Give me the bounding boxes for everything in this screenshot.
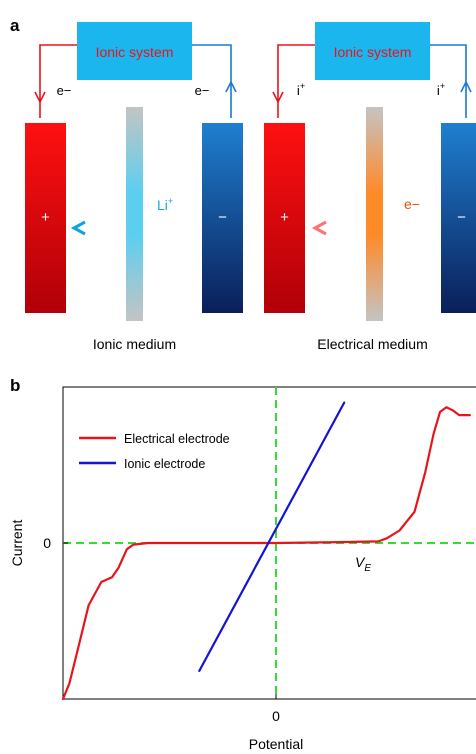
electrical-medium-bar <box>366 107 383 321</box>
negative-electrode <box>441 123 476 313</box>
left-carrier-label: e− <box>57 83 72 98</box>
up-arrow-icon <box>460 80 472 93</box>
plus-sign: + <box>41 209 50 226</box>
left-wire <box>39 44 77 118</box>
ionic-system-label: Ionic system <box>334 44 412 60</box>
x-axis-label: Potential <box>249 736 303 752</box>
series-line-1 <box>61 406 471 701</box>
left-arrowhead-icon <box>311 220 327 236</box>
schematic-electrical-medium: Ionic system i+ i+ + − e− Electrical med… <box>264 22 476 352</box>
ionic-system-box <box>315 22 430 80</box>
right-wire <box>430 44 467 118</box>
negative-electrode <box>202 123 243 313</box>
left-carrier-label: i+ <box>297 81 305 98</box>
right-carrier-label: i+ <box>437 81 445 98</box>
ionic-system-box <box>77 22 192 80</box>
panel-a-label: a <box>10 16 20 35</box>
minus-sign: − <box>457 209 466 226</box>
series-line-2 <box>198 401 346 672</box>
legend-label-2: Ionic electrode <box>124 457 205 471</box>
right-carrier-label: e− <box>195 83 210 98</box>
y-tick-label: 0 <box>43 535 51 551</box>
x-tick-label: 0 <box>272 708 280 724</box>
legend-label-1: Electrical electrode <box>124 432 230 446</box>
panel-b-label: b <box>10 376 21 395</box>
down-arrow-icon <box>272 91 284 104</box>
minus-sign: − <box>218 209 227 226</box>
right-wire <box>192 44 232 118</box>
ionic-medium-label: Ionic medium <box>93 336 176 352</box>
y-axis-label: Current <box>9 520 25 567</box>
down-arrow-icon <box>34 91 46 104</box>
ionic-medium-bar <box>126 107 143 321</box>
ve-annotation: VE <box>355 554 371 574</box>
positive-electrode <box>264 123 305 313</box>
left-arrowhead-icon <box>70 220 86 236</box>
electron-label: e− <box>404 196 420 212</box>
positive-electrode <box>25 123 66 313</box>
up-arrow-icon <box>225 80 237 93</box>
plus-sign: + <box>280 209 289 226</box>
electrical-medium-label: Electrical medium <box>317 336 427 352</box>
panel-b-chart: 0 0 Potential Current Electrical electrode Io… <box>9 386 476 752</box>
schematic-ionic-medium: Ionic system e− e− + − Li+ Ionic medium <box>25 22 243 352</box>
panel-a-schematic: Ionic system e− e− + − Li+ Ionic medium … <box>25 22 476 352</box>
li-ion-label: Li+ <box>157 196 173 213</box>
left-wire <box>277 44 315 118</box>
ionic-system-label: Ionic system <box>96 44 174 60</box>
